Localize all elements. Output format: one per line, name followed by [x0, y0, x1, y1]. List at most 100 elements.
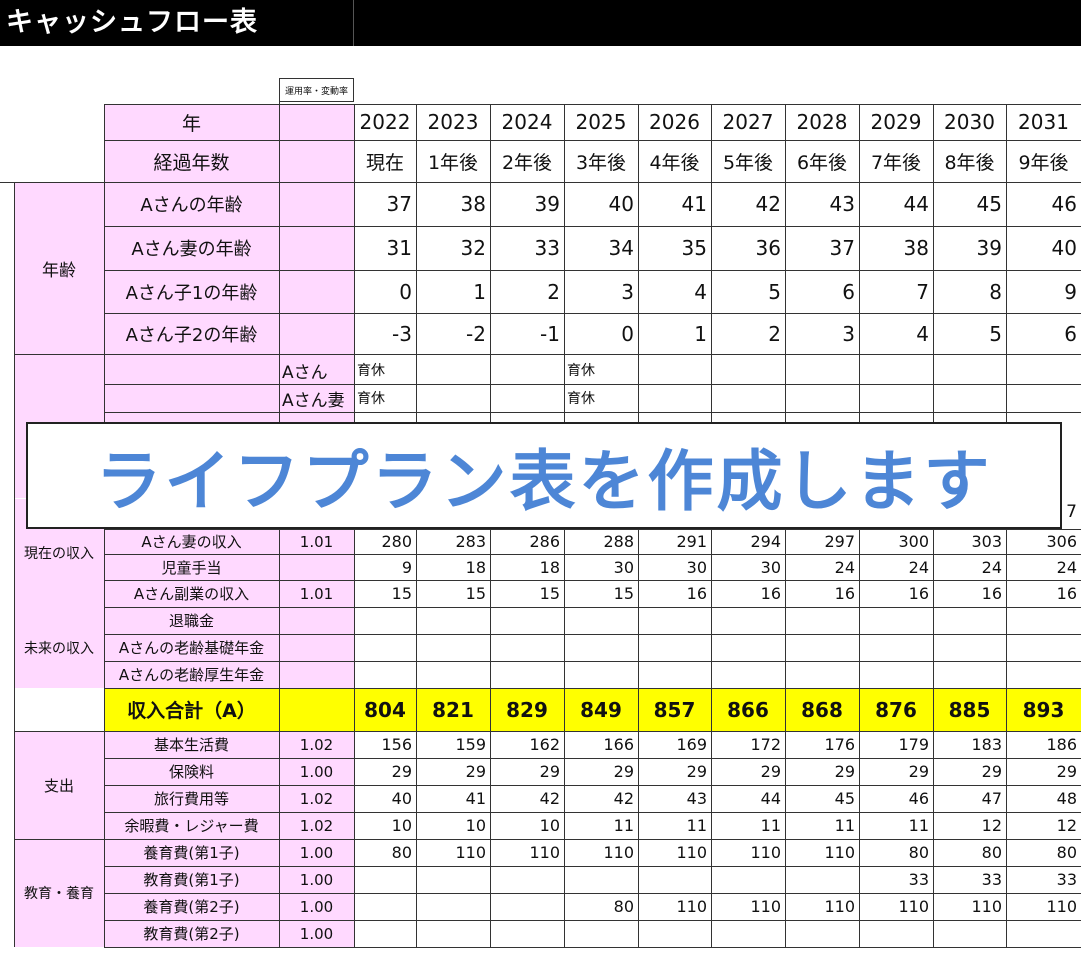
value-cell[interactable]: 11 — [613, 816, 634, 835]
value-cell[interactable]: 7 — [916, 279, 929, 304]
value-cell[interactable]: 110 — [750, 897, 781, 916]
value-cell[interactable]: 33 — [908, 870, 929, 889]
value-cell[interactable]: 2028 — [796, 110, 848, 134]
value-cell[interactable]: 24 — [981, 557, 1002, 577]
value-cell[interactable] — [933, 661, 1006, 688]
value-cell[interactable]: 1 — [694, 321, 707, 346]
value-cell[interactable] — [564, 866, 638, 893]
age-group-label[interactable]: 年齢 — [14, 182, 104, 354]
value-cell[interactable]: 12 — [1056, 816, 1077, 835]
value-cell[interactable]: 43 — [686, 789, 707, 808]
value-cell[interactable]: 6年後 — [796, 151, 848, 174]
row-label[interactable]: Aさんの年齢 — [104, 182, 279, 226]
value-cell[interactable]: 162 — [529, 735, 560, 754]
value-cell[interactable]: 42 — [613, 789, 634, 808]
value-cell[interactable]: 15 — [465, 584, 486, 603]
value-cell[interactable] — [1006, 356, 1081, 384]
value-cell[interactable]: 18 — [465, 557, 486, 577]
value-cell[interactable]: 29 — [686, 762, 707, 781]
value-cell[interactable]: 29 — [539, 762, 560, 781]
value-cell[interactable]: 5 — [768, 279, 781, 304]
value-cell[interactable]: 110 — [1046, 897, 1077, 916]
value-cell[interactable]: 37 — [829, 236, 855, 260]
value-cell[interactable]: 29 — [834, 762, 855, 781]
row-label[interactable]: Aさん子1の年齢 — [104, 270, 279, 313]
value-cell[interactable]: 8 — [989, 279, 1002, 304]
value-cell[interactable]: 2024 — [501, 110, 553, 134]
value-cell[interactable]: 育休 — [357, 391, 385, 407]
value-cell[interactable]: 現在 — [365, 151, 404, 174]
row-label[interactable]: 養育費(第1子) — [104, 839, 279, 866]
value-cell[interactable]: 3年後 — [575, 151, 627, 174]
value-cell[interactable] — [711, 607, 785, 634]
value-cell[interactable]: 80 — [908, 843, 929, 862]
value-cell[interactable] — [711, 634, 785, 661]
value-cell[interactable]: 育休 — [357, 363, 385, 379]
value-cell[interactable]: 3 — [842, 321, 855, 346]
value-cell[interactable] — [638, 607, 711, 634]
value-cell[interactable]: 10 — [465, 816, 486, 835]
value-cell[interactable]: 0 — [399, 279, 412, 304]
value-cell[interactable]: 2029 — [870, 110, 922, 134]
value-cell[interactable]: 32 — [460, 236, 486, 260]
value-cell[interactable]: 15 — [539, 584, 560, 603]
value-cell[interactable]: 16 — [981, 584, 1002, 603]
value-cell[interactable] — [416, 661, 490, 688]
value-cell[interactable] — [564, 607, 638, 634]
value-cell[interactable] — [354, 607, 416, 634]
value-cell[interactable] — [490, 634, 564, 661]
value-cell[interactable] — [490, 920, 564, 947]
value-cell[interactable]: 40 — [1051, 236, 1077, 260]
value-cell[interactable]: 35 — [681, 236, 707, 260]
value-cell[interactable] — [416, 607, 490, 634]
value-cell[interactable]: 2025 — [575, 110, 627, 134]
value-cell[interactable] — [711, 661, 785, 688]
row-label[interactable]: Aさん副業の収入 — [104, 580, 279, 607]
value-cell[interactable]: 4 — [694, 279, 707, 304]
value-cell[interactable] — [490, 356, 564, 384]
value-cell[interactable]: 29 — [465, 762, 486, 781]
value-cell[interactable]: 0 — [621, 321, 634, 346]
value-cell[interactable]: 4年後 — [649, 151, 700, 174]
value-cell[interactable]: 39 — [534, 192, 560, 216]
value-cell[interactable] — [564, 661, 638, 688]
value-cell[interactable]: 80 — [391, 843, 412, 862]
rate-cell[interactable]: 1.01 — [279, 529, 354, 554]
value-cell[interactable] — [1006, 920, 1081, 947]
value-cell[interactable]: -2 — [466, 321, 486, 346]
value-cell[interactable]: 303 — [971, 532, 1002, 551]
rate-cell[interactable]: 1.01 — [279, 580, 354, 607]
value-cell[interactable] — [354, 661, 416, 688]
value-cell[interactable]: 33 — [981, 870, 1002, 889]
value-cell[interactable]: 育休 — [567, 363, 595, 379]
value-cell[interactable]: 24 — [834, 557, 855, 577]
value-cell[interactable]: 41 — [681, 192, 707, 216]
value-cell[interactable] — [1006, 661, 1081, 688]
rate-cell[interactable]: 1.02 — [279, 785, 354, 812]
rate-cell[interactable]: 1.00 — [279, 866, 354, 893]
value-cell[interactable] — [933, 384, 1006, 412]
education-group-label[interactable]: 教育・養育 — [14, 839, 104, 947]
value-cell[interactable] — [859, 634, 933, 661]
row-label[interactable]: 教育費(第2子) — [104, 920, 279, 947]
value-cell[interactable]: 40 — [608, 192, 634, 216]
value-cell[interactable] — [416, 893, 490, 920]
value-cell[interactable]: 12 — [981, 816, 1002, 835]
value-cell[interactable]: 29 — [760, 762, 781, 781]
value-cell[interactable]: 294 — [750, 532, 781, 551]
rate-header-note[interactable]: 運用率・変動率 — [279, 78, 354, 102]
row-label[interactable]: Aさん妻の年齢 — [104, 226, 279, 270]
value-cell[interactable] — [638, 384, 711, 412]
value-cell[interactable]: 885 — [933, 688, 1006, 731]
value-cell[interactable]: 829 — [490, 688, 564, 731]
value-cell[interactable]: 11 — [760, 816, 781, 835]
value-cell[interactable]: 18 — [539, 557, 560, 577]
rate-cell[interactable] — [279, 182, 354, 226]
row-label[interactable]: 退職金 — [104, 607, 279, 634]
event-person-label[interactable]: Aさん妻 — [279, 384, 354, 412]
value-cell[interactable]: 29 — [908, 762, 929, 781]
partial-value-cell[interactable]: 7 — [1066, 502, 1077, 522]
value-cell[interactable]: 29 — [391, 762, 412, 781]
value-cell[interactable]: 47 — [981, 789, 1002, 808]
value-cell[interactable] — [564, 634, 638, 661]
